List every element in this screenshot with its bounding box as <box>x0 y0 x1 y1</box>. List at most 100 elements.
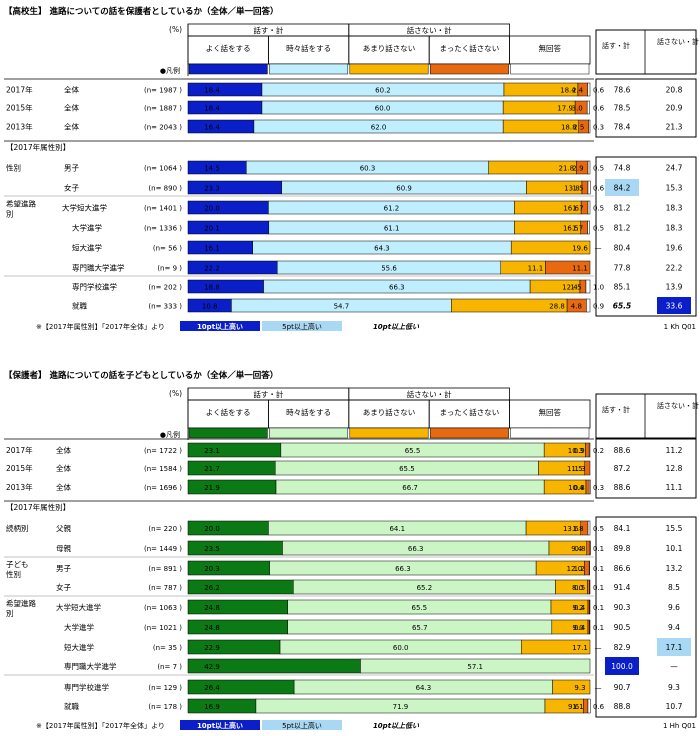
bar-value-label: 0.8 <box>574 545 585 553</box>
bar-value-label: 65.5 <box>405 447 421 455</box>
row-group-label: 2015年 <box>6 103 33 113</box>
row-sample-size: (n= 7 ) <box>157 663 182 671</box>
row-label: 大学短大進学 <box>56 602 101 612</box>
speak-total-value: 78.5 <box>614 104 631 113</box>
not-speak-total-value: 15.3 <box>666 184 683 193</box>
row-sample-size: (n= 1064 ) <box>144 165 182 173</box>
not-speak-total-value: 11.1 <box>666 483 683 492</box>
bar-value-label: 11.1 <box>572 265 588 273</box>
no-answer-value-label: 0.6 <box>593 185 605 193</box>
speak-total-value: 78.4 <box>614 123 631 132</box>
row-sample-size: (n= 1722 ) <box>144 447 182 455</box>
bar-value-label: 24.8 <box>204 604 220 612</box>
speak-total-value: 86.6 <box>614 564 631 573</box>
question-code: 1 Kh Q01 <box>664 323 696 331</box>
section-label: 【2017年属性別】 <box>6 142 70 152</box>
no-answer-value-label: 0.3 <box>593 484 604 492</box>
bar-value-label: 16.5 <box>563 225 579 233</box>
percent-label: (%) <box>169 25 182 34</box>
bar-segment <box>587 220 590 235</box>
speak-total-value: 88.8 <box>614 702 631 711</box>
bar-segment <box>586 298 591 313</box>
row-group-label: 性別 <box>6 163 21 173</box>
row-label: 全体 <box>64 103 79 113</box>
speak-total-value: 78.6 <box>614 86 631 95</box>
bar-segment <box>187 560 270 576</box>
bar-value-label: 16.1 <box>204 245 220 253</box>
bar-value-label: 66.3 <box>408 545 424 553</box>
bar-value-label: 0.4 <box>574 624 586 632</box>
totals-box-top <box>595 438 697 499</box>
bar-segment <box>360 658 591 674</box>
row-sample-size: (n= 1584 ) <box>144 465 182 473</box>
bar-value-label: 0.4 <box>574 604 586 612</box>
row-label: 専門職大学進学 <box>64 661 117 671</box>
bar-value-label: 18.4 <box>560 87 576 95</box>
category-header-label: 時々話をする <box>286 43 331 53</box>
row-group-label: 2013年 <box>6 482 33 492</box>
speak-total-value: 100.0 <box>611 662 633 671</box>
bar-segment <box>587 180 591 195</box>
speak-total-value: 90.7 <box>614 683 631 692</box>
bar-segment <box>187 220 270 235</box>
not-speak-total-value: 9.6 <box>668 603 680 612</box>
row-label: 母親 <box>56 543 71 553</box>
bar-value-label: 65.2 <box>417 584 433 592</box>
bar-value-label: 9.0 <box>572 624 583 632</box>
not-speak-total-value: 18.3 <box>666 204 683 213</box>
no-answer-value-label: 0.1 <box>593 624 604 632</box>
row-sample-size: (n= 1336 ) <box>144 225 182 233</box>
bar-segment <box>187 698 257 714</box>
not-speak-total-header: 話さない・計 <box>657 37 699 46</box>
key-10pt-low-label: 10pt以上低い <box>373 721 420 730</box>
no-answer-value-label: 0.5 <box>593 525 604 533</box>
category-header-label: よく話をする <box>206 43 251 53</box>
category-header-label: まったく話さない <box>440 407 500 417</box>
bar-segment <box>585 479 590 495</box>
bar-segment <box>187 100 263 115</box>
bar-segment <box>187 639 281 655</box>
bar-segment <box>585 442 590 458</box>
footnote: ※【2017年属性別】「2017年全体」より <box>36 721 165 730</box>
speak-total-value: 85.1 <box>614 283 631 292</box>
bar-value-label: 61.2 <box>384 205 400 213</box>
not-speak-total-value: 18.3 <box>666 224 683 233</box>
row-label: 専門学校進学 <box>72 282 117 292</box>
bar-value-label: 17.9 <box>557 105 573 113</box>
not-speak-total-value: 12.8 <box>666 464 683 473</box>
speak-total-value: 88.6 <box>614 446 631 455</box>
row-label: 全体 <box>64 122 79 132</box>
key-10pt-low-label: 10pt以上低い <box>373 322 420 331</box>
row-label: 大学進学 <box>72 223 102 233</box>
bar-value-label: 65.7 <box>412 624 428 632</box>
row-sample-size: (n= 1696 ) <box>144 484 182 492</box>
bar-segment <box>586 100 590 115</box>
not-speak-group-label: 話さない・計 <box>407 25 452 35</box>
bar-value-label: 64.3 <box>416 684 432 692</box>
bar-value-label: 26.2 <box>204 584 220 592</box>
bar-segment <box>187 279 264 294</box>
speak-total-value: 84.2 <box>614 184 631 193</box>
legend-swatch <box>349 427 429 439</box>
not-speak-total-value: 19.6 <box>666 244 683 253</box>
bar-value-label: 16.4 <box>204 124 220 132</box>
bar-value-label: 1.7 <box>572 205 583 213</box>
no-answer-value-label: 0.1 <box>593 565 604 573</box>
bar-segment <box>187 442 282 458</box>
bar-segment <box>187 240 253 255</box>
bar-value-label: 1.5 <box>570 284 581 292</box>
speak-total-value: 74.8 <box>614 164 631 173</box>
bar-value-label: 1.3 <box>574 465 585 473</box>
row-sample-size: (n= 1449 ) <box>144 545 182 553</box>
legend-swatch <box>269 63 349 75</box>
bar-segment <box>583 698 589 714</box>
bar-segment <box>545 260 591 275</box>
bar-segment <box>187 599 288 615</box>
row-group-label: 子ども <box>6 560 29 569</box>
bar-value-label: 23.5 <box>204 545 220 553</box>
totals-box-attr <box>595 156 697 317</box>
legend-swatch <box>510 427 590 439</box>
row-sample-size: (n= 56 ) <box>153 245 182 253</box>
not-speak-total-value-highlight <box>657 638 691 656</box>
